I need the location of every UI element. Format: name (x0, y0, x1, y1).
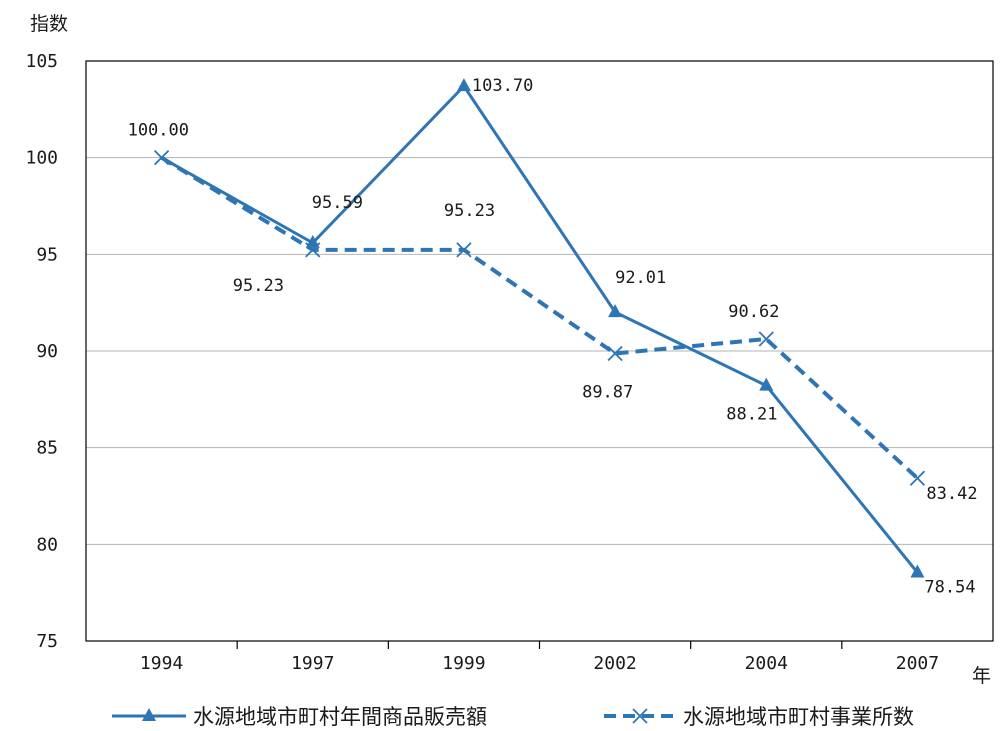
y-axis-title: 指数 (30, 13, 68, 35)
x-tick-label: 2002 (593, 653, 636, 674)
data-label: 90.62 (728, 302, 779, 322)
series-lines (160, 83, 919, 574)
y-tick-label: 95 (36, 244, 58, 265)
triangle-marker (910, 564, 925, 578)
triangle-marker (759, 377, 774, 391)
triangle-marker (456, 78, 471, 92)
legend-label-1: 水源地域市町村年間商品販売額 (193, 705, 487, 729)
data-label: 89.87 (582, 383, 633, 403)
x-marker (456, 242, 472, 258)
series-markers (153, 78, 926, 578)
data-label: 78.54 (924, 578, 975, 598)
x-tick-label: 2004 (745, 653, 788, 674)
data-label: 88.21 (726, 405, 777, 425)
x-tick-label: 1999 (442, 653, 485, 674)
y-tick-label: 105 (25, 51, 58, 72)
x-tick-label: 2007 (896, 653, 939, 674)
x-marker (758, 331, 774, 347)
x-axis-title: 年 (972, 665, 991, 687)
x-axis-ticks: 1994 1997 1999 2002 2004 2007 (140, 641, 939, 674)
data-label: 95.23 (444, 201, 495, 221)
x-marker-stroke (607, 345, 623, 362)
legend-label-2: 水源地域市町村事業所数 (683, 705, 914, 729)
x-marker (153, 150, 170, 166)
triangle-marker (305, 234, 320, 248)
data-labels: 95.59 103.70 92.01 88.21 78.54 100.00 95.23 95.… (128, 76, 978, 597)
series-line-2 (160, 155, 919, 480)
triangle-marker (608, 304, 623, 318)
x-marker-stroke (456, 242, 472, 258)
data-label: 100.00 (128, 121, 189, 141)
y-tick-label: 85 (36, 438, 58, 459)
legend-x-marker (632, 708, 648, 724)
y-tick-label: 75 (36, 631, 58, 652)
x-marker-stroke (758, 331, 774, 347)
data-label: 83.42 (926, 484, 977, 504)
x-marker-stroke (909, 470, 926, 486)
y-axis-ticks: 75 80 85 90 95 100 105 (25, 51, 58, 652)
data-label: 103.70 (472, 76, 533, 96)
data-label: 92.01 (615, 268, 666, 288)
x-tick-label: 1997 (291, 653, 334, 674)
legend: 水源地域市町村年間商品販売額 水源地域市町村事業所数 (112, 705, 914, 729)
y-tick-label: 100 (25, 148, 58, 169)
series-line-1 (160, 83, 919, 574)
x-marker (909, 470, 926, 486)
x-marker-stroke (153, 150, 170, 166)
y-tick-label: 90 (36, 341, 58, 362)
data-label: 95.59 (312, 193, 363, 213)
data-label: 95.23 (233, 276, 284, 296)
y-tick-label: 80 (36, 534, 58, 555)
x-tick-label: 1994 (140, 653, 183, 674)
gridlines (86, 157, 993, 545)
legend-triangle-marker (142, 708, 156, 721)
x-marker (607, 345, 623, 362)
